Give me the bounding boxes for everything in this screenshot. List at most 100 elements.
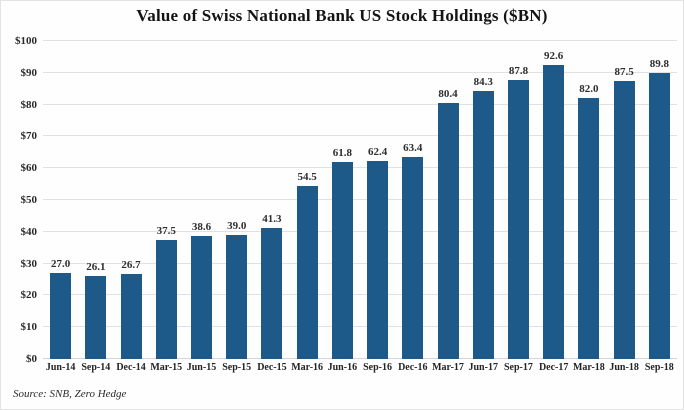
x-tick-label: Jun-15 [186,362,217,373]
x-tick-label: Jun-18 [609,362,639,373]
bar-column-Sep-17: 87.8 [501,41,536,359]
y-tick-label: $60 [20,162,38,175]
bar-value-label: 37.5 [156,224,176,237]
bar-column-Dec-15: 41.3 [254,41,289,359]
gridline-20 [43,294,677,296]
bar [331,162,353,359]
bar-column-Jun-15: 38.6 [184,41,219,359]
bar [261,227,283,359]
bar-value-label: 89.8 [649,58,669,71]
bar-column-Mar-16: 54.5 [290,41,325,359]
gridline-50 [43,199,677,200]
y-tick-label: $10 [20,321,38,334]
x-tick-label: Mar-18 [572,362,605,373]
gridline-10 [43,326,677,328]
bar-value-label: 92.6 [544,49,564,62]
bar [648,73,670,359]
y-tick-label: $30 [20,257,38,270]
x-tick-label: Sep-16 [363,362,393,373]
bar-value-label: 61.8 [332,147,352,160]
x-tick-label: Jun-17 [468,362,498,373]
y-tick-label: $90 [20,66,38,79]
bar-value-label: 54.5 [297,170,317,183]
gridline-60 [43,167,677,169]
x-tick-label: Mar-16 [291,362,324,373]
y-tick-label: $50 [20,194,38,206]
bar-value-label: 41.3 [262,212,282,225]
x-tick-label: Mar-15 [150,362,183,373]
x-tick-label: Sep-18 [644,362,674,373]
x-tick-label: Dec-15 [257,362,287,373]
bar-column-Jun-18: 87.5 [607,41,642,359]
bars-row: 27.0 26.1 26.7 37.5 38.6 39.0 41.3 54.5 61.8 62.4… [43,41,677,359]
bar-column-Sep-16: 62.4 [360,41,395,359]
bar-value-label: 62.4 [367,145,388,158]
x-tick-label: Jun-14 [45,362,76,373]
x-tick-label: Dec-17 [538,362,569,373]
x-tick-label: Jun-16 [327,362,358,373]
bar [578,98,600,359]
bar-column-Sep-15: 39.0 [219,41,254,359]
bar-column-Jun-14: 27.0 [43,41,78,359]
bar-value-label: 87.5 [614,65,634,78]
bar-column-Mar-18: 82.0 [571,41,606,359]
x-tick-label: Dec-16 [398,362,428,373]
bar-value-label: 87.8 [508,64,529,77]
bar-value-label: 82.0 [579,83,599,96]
x-tick-label: Sep-14 [81,362,111,373]
bar-column-Mar-15: 37.5 [149,41,184,359]
bar-column-Sep-18: 89.8 [642,41,677,359]
gridline-40 [43,230,677,232]
bar [367,160,389,359]
y-tick-label: $40 [20,225,38,238]
y-tick-label: $0 [26,353,37,365]
bar [613,80,635,359]
gridline-100 [43,40,677,41]
bar-value-label: 63.4 [403,142,423,155]
bar [226,234,248,359]
bar [296,185,318,359]
bar-value-label: 38.6 [191,221,212,234]
bar-column-Mar-17: 80.4 [430,41,465,359]
bar [472,90,494,359]
x-tick-label: Sep-17 [504,362,533,373]
bar [120,274,142,359]
y-tick-label: $100 [15,35,37,47]
gridline-30 [43,262,677,264]
chart-title: Value of Swiss National Bank US Stock Ho… [136,6,548,25]
x-tick-label: Dec-14 [116,362,146,373]
bar-column-Dec-17: 92.6 [536,41,571,359]
bar-value-label: 26.7 [121,259,141,272]
y-tick-label: $70 [20,130,38,143]
bar [507,79,529,359]
bar [437,103,459,359]
bar-column-Jun-17: 84.3 [466,41,501,359]
x-tick-label: Mar-17 [432,362,464,373]
gridline-0 [43,358,677,359]
bar [50,273,72,359]
bar [85,276,107,359]
gridline-70 [43,135,677,137]
plot-area: 27.0 26.1 26.7 37.5 38.6 39.0 41.3 54.5 61.8 62.4… [43,40,677,359]
x-axis-labels: Jun-14 Sep-14 Dec-14 Mar-15 Jun-15 Sep-15 Dec-… [43,362,677,373]
bar-value-label: 27.0 [50,258,71,271]
bar [155,239,177,359]
bar-value-label: 84.3 [473,75,493,88]
source-note: Source: SNB, Zero Hedge [13,388,127,400]
bar-value-label: 26.1 [86,261,106,274]
gridline-80 [43,103,677,105]
bar-column-Sep-14: 26.1 [78,41,113,359]
x-tick-label: Sep-15 [222,362,252,373]
bar [543,64,565,359]
bar [402,157,424,359]
gridline-90 [43,71,677,73]
bar-column-Dec-16: 63.4 [395,41,430,359]
bar-column-Jun-16: 61.8 [325,41,360,359]
y-tick-label: $80 [20,98,38,111]
y-tick-label: $20 [20,289,38,302]
bar-value-label: 80.4 [438,88,458,101]
bar-column-Dec-14: 26.7 [113,41,148,359]
bar [190,236,212,359]
bar-value-label: 39.0 [227,219,247,232]
